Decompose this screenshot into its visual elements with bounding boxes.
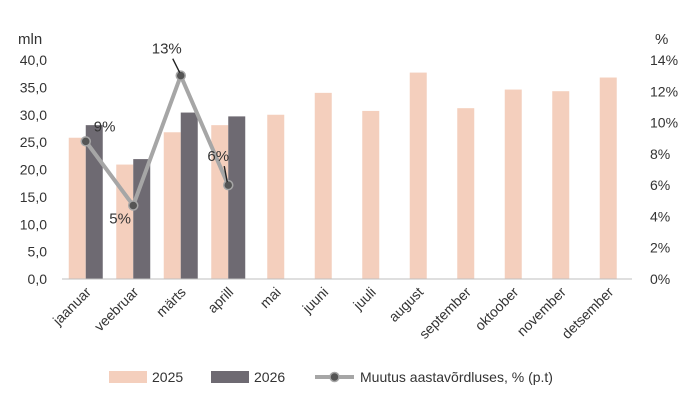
yoy-change-point	[175, 70, 186, 81]
left-tick-label: 0,0	[28, 271, 48, 287]
right-tick-label: 4%	[650, 208, 670, 224]
left-tick-label: 5,0	[28, 244, 48, 260]
bar-2025	[68, 137, 86, 279]
x-tick-label: aprill	[204, 284, 236, 316]
x-tick-label: juuni	[298, 284, 331, 317]
data-label: 6%	[207, 148, 229, 165]
left-tick-label: 35,0	[20, 79, 47, 95]
bar-2025	[314, 92, 332, 279]
x-tick-label: august	[385, 284, 426, 325]
legend: 2025 2026 Muutus aastavõrdluses, % (p.t)	[109, 369, 553, 385]
right-tick-label: 2%	[650, 240, 670, 256]
left-tick-label: 20,0	[20, 162, 47, 178]
bar-2025	[457, 108, 475, 280]
bar-2025	[116, 164, 134, 279]
bar-2025	[504, 89, 522, 279]
yoy-change-point	[223, 179, 234, 191]
yoy-change-point	[128, 200, 139, 211]
bar-2025	[163, 132, 181, 279]
data-label-leader	[172, 58, 181, 73]
bar-2025	[211, 125, 229, 279]
bar-2025	[362, 110, 380, 279]
right-tick-label: 10%	[650, 115, 678, 131]
bar-2025	[267, 114, 285, 279]
bar-series	[68, 72, 617, 280]
x-tick-label: märts	[153, 284, 189, 320]
bar-2026	[85, 125, 103, 279]
left-tick-label: 15,0	[20, 189, 47, 205]
x-tick-label: veebruar	[91, 284, 142, 335]
data-label: 13%	[152, 41, 182, 58]
x-tick-label: september	[416, 284, 474, 342]
legend-swatch-2026	[211, 371, 249, 383]
left-tick-label: 25,0	[20, 134, 47, 150]
left-axis: 0,0 5,0 10,0 15,0 20,0 25,0 30,0 35,0 40,0	[20, 52, 47, 287]
line-series: 9% 5% 13% 6%	[80, 41, 234, 227]
right-tick-label: 8%	[650, 146, 670, 162]
x-tick-label: jaanuar	[49, 284, 94, 329]
legend-swatch-2025	[109, 371, 147, 383]
bar-2026	[228, 116, 246, 279]
data-label: 5%	[109, 210, 131, 227]
left-tick-label: 10,0	[20, 216, 47, 232]
yoy-change-line	[84, 73, 231, 208]
x-tick-label: detsember	[558, 284, 616, 342]
right-tick-label: 14%	[650, 52, 678, 68]
left-axis-unit: mln	[18, 31, 42, 48]
yoy-change-point	[80, 136, 91, 147]
x-tick-label: juuli	[349, 284, 379, 314]
bar-2026	[180, 112, 198, 279]
left-tick-label: 40,0	[20, 52, 47, 68]
legend-label-2025: 2025	[152, 369, 183, 385]
right-tick-label: 0%	[650, 271, 670, 287]
bar-2025	[409, 72, 427, 279]
legend-swatch-marker	[329, 371, 340, 383]
bar-2025	[599, 77, 617, 280]
right-tick-label: 6%	[650, 177, 670, 193]
right-tick-label: 12%	[650, 83, 678, 99]
data-label-leader	[223, 166, 228, 183]
x-tick-label: mai	[257, 284, 284, 311]
right-axis-unit: %	[655, 31, 668, 48]
bar-2025	[552, 91, 570, 280]
legend-label-change: Muutus aastavõrdluses, % (p.t)	[360, 369, 553, 385]
legend-label-2026: 2026	[254, 369, 285, 385]
data-label: 9%	[94, 118, 116, 135]
left-tick-label: 30,0	[20, 107, 47, 123]
right-axis: 0% 2% 4% 6% 8% 10% 12% 14%	[650, 52, 678, 287]
